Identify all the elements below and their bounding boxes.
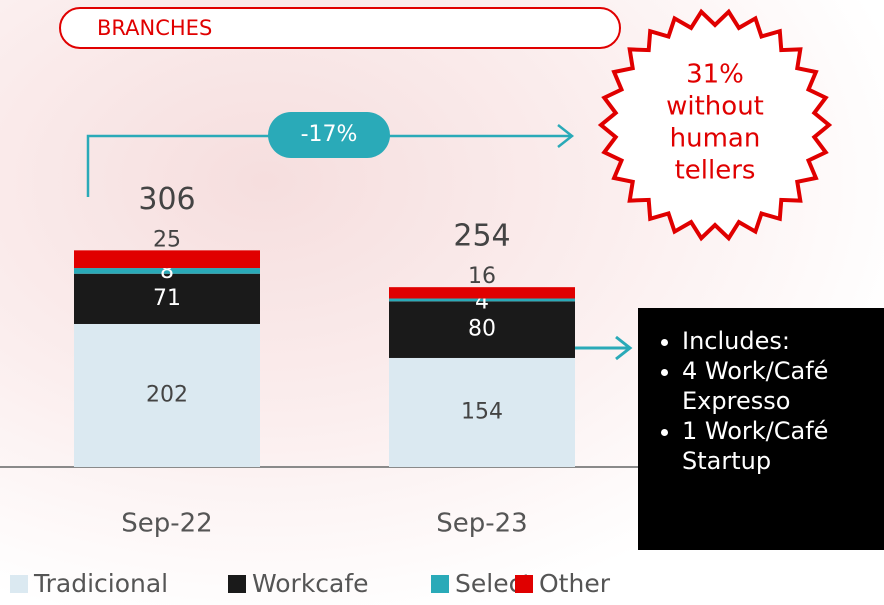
value-label: 71 <box>153 286 181 311</box>
badge-shape <box>597 8 833 242</box>
note-list: Includes:4 Work/Café Expresso1 Work/Café… <box>662 326 874 476</box>
note-box: Includes:4 Work/Café Expresso1 Work/Café… <box>638 308 884 550</box>
arrow-head <box>615 335 633 361</box>
badge-text: 31% <box>686 60 744 90</box>
bar-segment <box>74 323 260 467</box>
bar-segment <box>74 250 260 269</box>
legend-swatch <box>10 575 28 593</box>
badge-text: without <box>666 92 764 122</box>
badge-text: tellers <box>675 156 756 186</box>
legend-swatch <box>228 575 246 593</box>
legend-label: Tradicional <box>33 569 168 598</box>
value-label: 154 <box>461 399 503 424</box>
bar-segment <box>389 357 575 467</box>
x-tick-label: Sep-23 <box>436 509 527 539</box>
bar-segment <box>74 268 260 274</box>
bar-segment <box>389 287 575 299</box>
value-label: 202 <box>146 382 188 407</box>
bar-segment <box>389 301 575 358</box>
value-label: 80 <box>468 317 496 342</box>
value-label: 25 <box>153 227 181 252</box>
bar-segment <box>389 298 575 302</box>
note-item: 1 Work/Café Startup <box>682 416 874 476</box>
x-tick-label: Sep-22 <box>121 509 212 539</box>
change-pill <box>268 112 390 158</box>
bar-segment <box>74 273 260 324</box>
legend-label: Workcafe <box>252 569 369 598</box>
note-item: 4 Work/Café Expresso <box>682 356 874 416</box>
legend-swatch <box>515 575 533 593</box>
arrow-head <box>557 124 575 148</box>
change-label: -17% <box>301 122 358 147</box>
value-label: 16 <box>468 264 496 289</box>
title-pill <box>59 7 621 49</box>
badge-text: human <box>670 124 761 154</box>
legend-label: Other <box>539 569 611 598</box>
legend-swatch <box>431 575 449 593</box>
change-arrow <box>86 134 570 197</box>
total-label: 306 <box>138 182 195 217</box>
total-label: 254 <box>453 219 510 254</box>
note-item: Includes: <box>682 326 874 356</box>
chart-title: BRANCHES <box>97 16 212 40</box>
